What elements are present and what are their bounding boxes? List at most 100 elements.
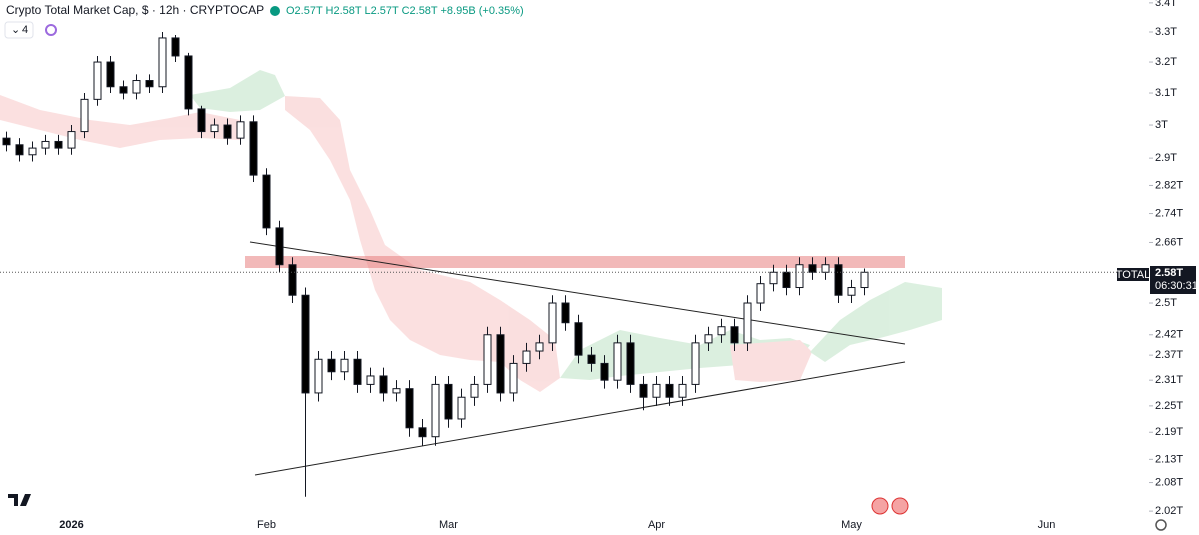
candle-body xyxy=(678,383,687,398)
candle-body xyxy=(301,294,310,394)
candle-body xyxy=(379,375,388,394)
candle-body xyxy=(405,388,414,429)
candle-body xyxy=(548,302,557,344)
candle-body xyxy=(821,264,830,273)
candle-body xyxy=(535,342,544,352)
candle-body xyxy=(249,121,258,176)
candle-body xyxy=(665,383,674,398)
candle-body xyxy=(691,342,700,385)
candle-body xyxy=(93,61,102,100)
y-tick-label: 3.3T xyxy=(1155,26,1177,38)
candle-body xyxy=(795,264,804,289)
candle-body xyxy=(2,137,11,146)
plot-area xyxy=(2,32,869,497)
y-tick-label: 2.25T xyxy=(1155,400,1183,412)
x-tick-label: Mar xyxy=(439,519,458,531)
y-tick-label: 2.74T xyxy=(1155,207,1183,219)
ohlc-summary: O2.57T H2.58T L2.57T C2.58T +8.95B (+0.3… xyxy=(286,5,524,17)
candle-body xyxy=(600,362,609,381)
candle-body xyxy=(314,358,323,394)
candle-body xyxy=(171,37,180,57)
candle-body xyxy=(288,264,297,296)
candle-body xyxy=(54,140,63,149)
chart-title: Crypto Total Market Cap, $ · 12h · CRYPT… xyxy=(6,3,264,17)
y-tick-label: 3.2T xyxy=(1155,56,1177,68)
candle-body xyxy=(392,388,401,394)
candle-body xyxy=(730,326,739,344)
candle-body xyxy=(106,61,115,88)
indicator-icon[interactable] xyxy=(45,24,57,36)
chevron: ⌄ xyxy=(11,24,20,36)
y-tick-label: 2.9T xyxy=(1155,152,1177,164)
candle-body xyxy=(704,334,713,344)
x-tick-label: Apr xyxy=(648,519,665,531)
y-tick-label: 3T xyxy=(1155,119,1168,131)
candle-body xyxy=(808,264,817,273)
y-tick-label: 2.42T xyxy=(1155,329,1183,341)
candle-body xyxy=(756,283,765,304)
x-tick-label: May xyxy=(841,519,862,531)
y-tick-label: 3.4T xyxy=(1155,0,1177,9)
last-price-label: 2.58T xyxy=(1155,267,1183,279)
x-tick-label: Jun xyxy=(1038,519,1056,531)
status-dot xyxy=(270,6,280,16)
event-flag[interactable] xyxy=(891,497,909,515)
logo xyxy=(8,494,31,506)
indicator-toggle[interactable] xyxy=(4,21,34,39)
y-tick-label: 2.02T xyxy=(1155,505,1183,517)
candle-body xyxy=(457,396,466,420)
candle-body xyxy=(340,358,349,373)
symbol-label: TOTAL xyxy=(1116,269,1150,281)
candle-body xyxy=(652,383,661,398)
y-tick-label: 3.1T xyxy=(1155,87,1177,99)
candle-body xyxy=(327,358,336,373)
candle-body xyxy=(483,334,492,385)
candle-body xyxy=(197,108,206,133)
indicator-count: 4 xyxy=(22,24,28,36)
candle-body xyxy=(509,362,518,394)
candle-body xyxy=(184,55,193,110)
y-tick-label: 2.13T xyxy=(1155,453,1183,465)
event-flag[interactable] xyxy=(871,497,889,515)
candle-body xyxy=(782,271,791,289)
candle-body xyxy=(574,322,583,356)
price-box xyxy=(1150,266,1196,294)
countdown: 06:30:31 xyxy=(1155,280,1198,292)
candle-body xyxy=(470,383,479,398)
settings-icon[interactable] xyxy=(1155,519,1167,531)
trendline xyxy=(254,361,906,476)
y-tick-label: 2.19T xyxy=(1155,426,1183,438)
y-tick-label: 2.08T xyxy=(1155,476,1183,488)
candle-body xyxy=(366,375,375,385)
y-tick-label: 2.82T xyxy=(1155,179,1183,191)
candle-body xyxy=(496,334,505,394)
candle-body xyxy=(275,227,284,266)
candle-body xyxy=(639,383,648,398)
candle-body xyxy=(67,131,76,149)
y-tick-label: 2.37T xyxy=(1155,349,1183,361)
candle-body xyxy=(561,302,570,324)
ichimoku-cloud xyxy=(0,70,942,392)
y-tick-label: 2.31T xyxy=(1155,374,1183,386)
candle-body xyxy=(613,342,622,381)
resistance-zone xyxy=(245,256,905,268)
candle-body xyxy=(522,350,531,364)
candle-body xyxy=(236,121,245,139)
x-tick-label: Feb xyxy=(257,519,276,531)
candle-body xyxy=(418,427,427,438)
candle-body xyxy=(769,271,778,285)
candle-body xyxy=(158,37,167,88)
candle-body xyxy=(587,354,596,364)
candle-body xyxy=(15,144,24,156)
x-tick-label: 2026 xyxy=(59,519,83,531)
trendline xyxy=(249,241,906,345)
candle-body xyxy=(626,342,635,385)
candle-body xyxy=(444,383,453,420)
symbol-box xyxy=(1117,268,1149,281)
candle-body xyxy=(431,383,440,438)
y-tick-label: 2.5T xyxy=(1155,297,1177,309)
candle-body xyxy=(28,147,37,156)
candle-body xyxy=(353,358,362,385)
candle-body xyxy=(223,124,232,139)
